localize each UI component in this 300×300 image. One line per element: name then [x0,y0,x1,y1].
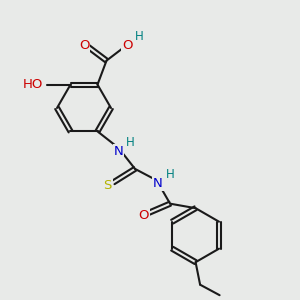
Text: S: S [103,179,112,193]
Text: H: H [166,168,175,182]
Text: H: H [135,30,144,43]
Text: O: O [138,209,149,222]
Text: H: H [125,136,134,149]
Text: HO: HO [23,78,43,91]
Text: N: N [153,177,163,190]
Text: O: O [122,39,133,52]
Text: N: N [114,145,123,158]
Text: O: O [79,39,89,52]
